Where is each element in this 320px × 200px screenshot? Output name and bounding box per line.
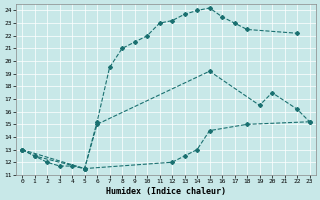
X-axis label: Humidex (Indice chaleur): Humidex (Indice chaleur): [106, 187, 226, 196]
